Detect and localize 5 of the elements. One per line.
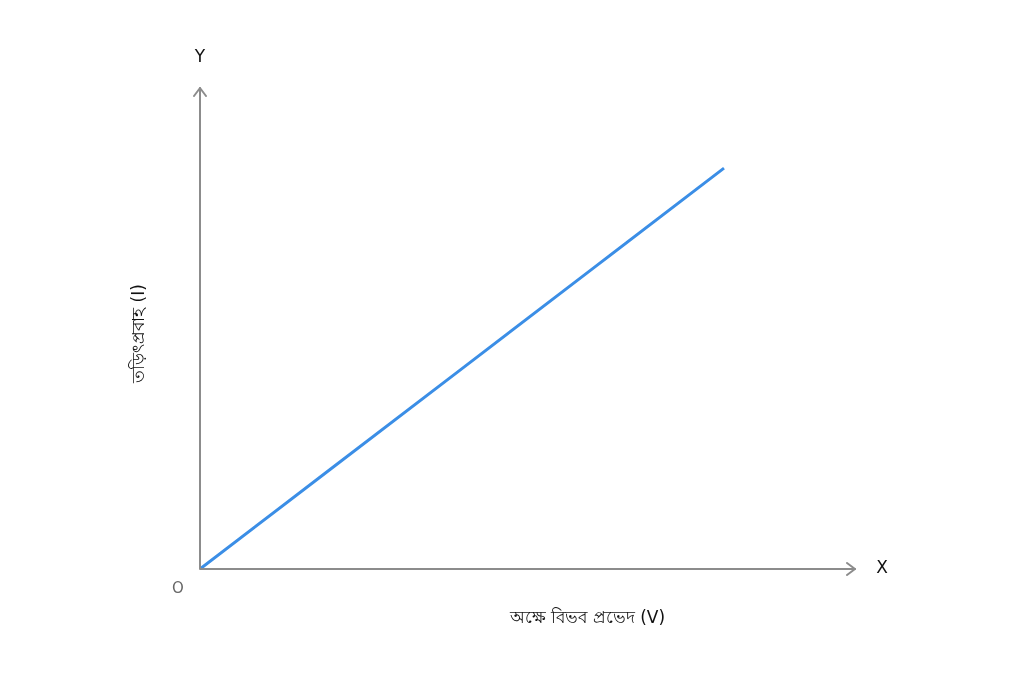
text: O bbox=[172, 578, 184, 597]
y-axis-title: তড়িৎপ্রবাহ (I) bbox=[128, 284, 149, 384]
x-axis-title: অক্ষে বিভব প্রভেদ (V) bbox=[508, 607, 666, 628]
text: X bbox=[876, 557, 889, 578]
text: Y bbox=[193, 46, 206, 67]
